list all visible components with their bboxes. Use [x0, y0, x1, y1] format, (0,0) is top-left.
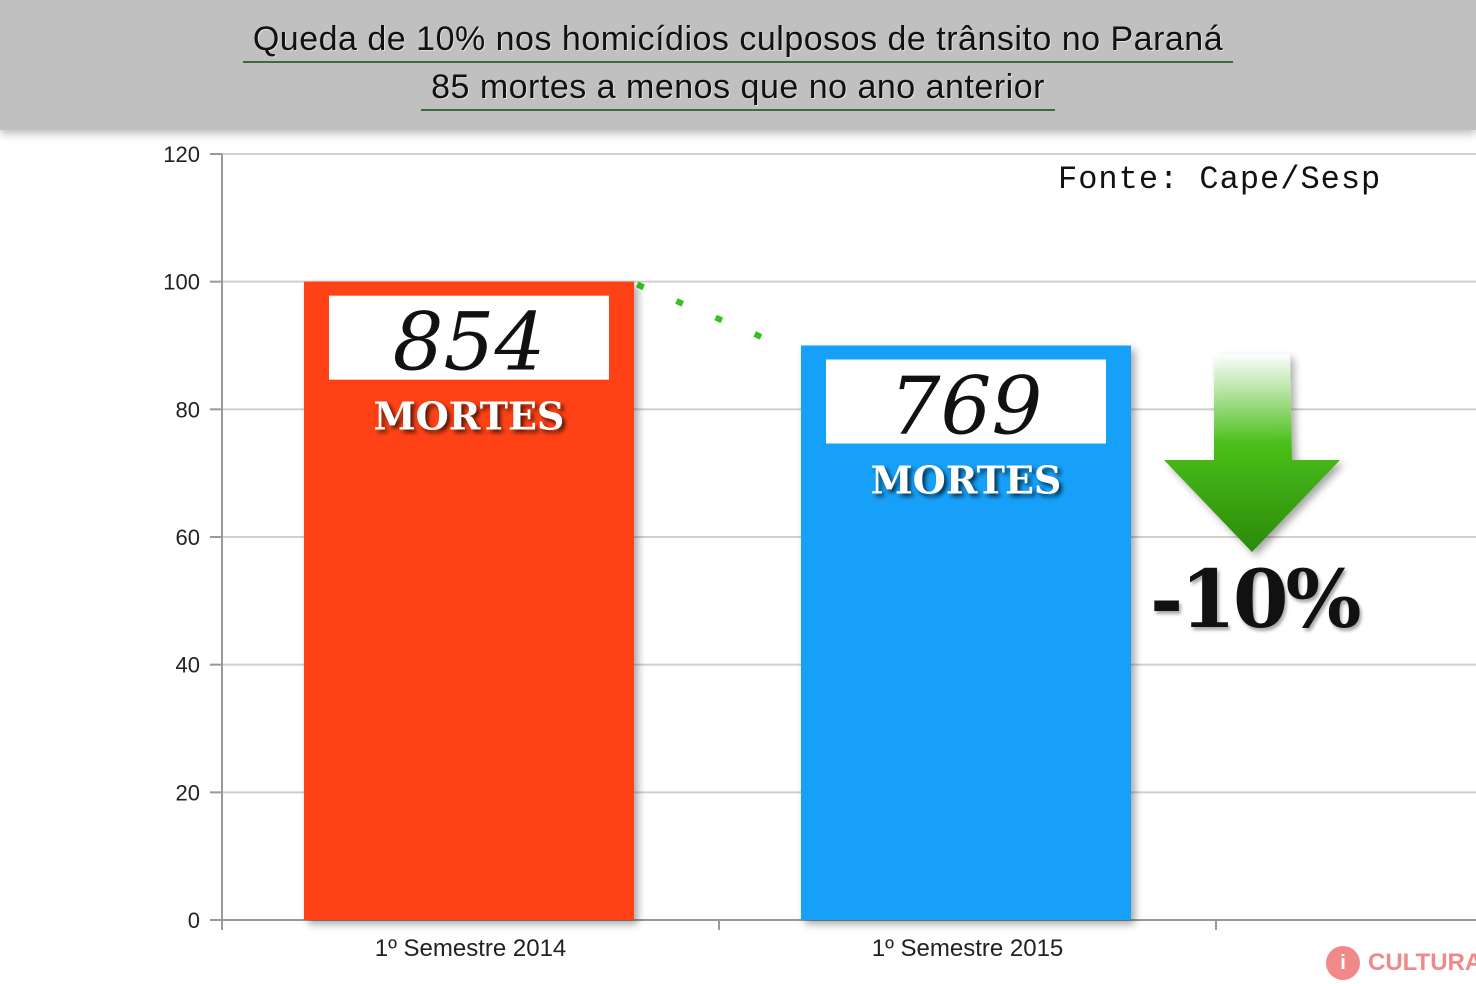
trend-dot [675, 298, 685, 307]
trend-dot [714, 314, 724, 324]
y-tick-label: 20 [176, 780, 200, 805]
y-tick-label: 120 [163, 142, 200, 167]
bar-value-label: 769 [890, 360, 1043, 453]
radio-logo-icon: i [1326, 946, 1360, 980]
logo-text: CULTURA [1368, 949, 1476, 976]
y-tick-label: 80 [176, 397, 200, 422]
bar-value-label: 854 [393, 296, 546, 389]
chart-subtitle: 85 mortes a menos que no ano anterior [0, 68, 1476, 111]
y-tick-label: 60 [176, 525, 200, 550]
down-arrow-icon [1164, 354, 1340, 552]
bar-unit-label: MORTES [374, 394, 565, 439]
y-tick-label: 0 [188, 908, 200, 933]
y-tick-label: 40 [176, 653, 200, 678]
chart-title: Queda de 10% nos homicídios culposos de … [0, 20, 1476, 63]
change-percent-label: -10% [1150, 552, 1362, 646]
chart-title-text: Queda de 10% nos homicídios culposos de … [242, 20, 1234, 63]
bar-unit-label: MORTES [871, 458, 1062, 503]
x-category-label: 1º Semestre 2015 [872, 935, 1064, 962]
chart-subtitle-text: 85 mortes a menos que no ano anterior [421, 68, 1055, 111]
trend-dot [636, 281, 645, 291]
bar-value-box [329, 295, 609, 380]
y-tick-label: 100 [163, 270, 200, 295]
bar-value-box [826, 359, 1106, 444]
bar [304, 281, 634, 921]
trend-dot [753, 331, 763, 340]
header-banner [0, 0, 1476, 130]
x-category-label: 1º Semestre 2014 [375, 935, 567, 962]
source-label: Fonte: Cape/Sesp [1058, 161, 1382, 198]
